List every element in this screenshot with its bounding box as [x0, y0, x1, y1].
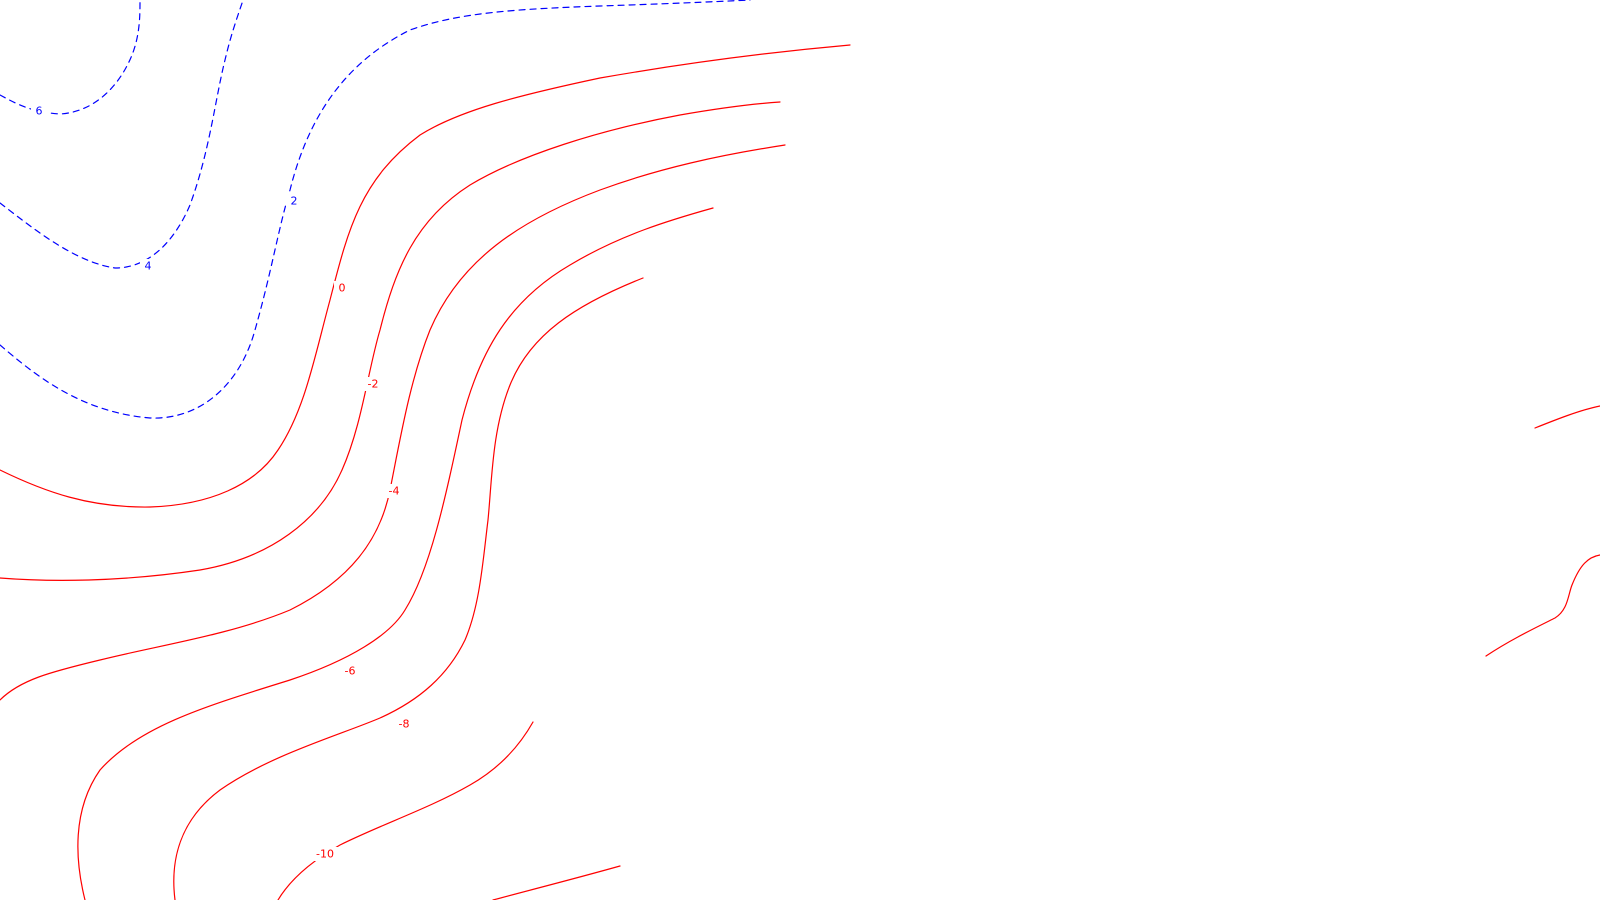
svg-text:-4: -4 [389, 485, 400, 498]
contour-line-minus-10 [277, 721, 534, 900]
contour-line-minus-2 [0, 101, 781, 581]
contour-line-minus-12 [492, 865, 621, 900]
contour-label-minus-4: -4 [383, 484, 405, 498]
contour-line-2 [0, 0, 751, 419]
contour-line-minus-8 [173, 277, 644, 900]
contour-line-6 [0, 0, 141, 115]
contour-label-minus-2: -2 [362, 377, 384, 391]
contour-label-4: 4 [140, 259, 156, 273]
svg-text:2: 2 [291, 195, 298, 208]
contour-label-6: 6 [31, 104, 47, 118]
contour-label-minus-6: -6 [339, 664, 361, 678]
contour-label-minus-10: -10 [311, 847, 339, 861]
contour-line-east-lower [1485, 554, 1600, 657]
svg-text:-6: -6 [345, 665, 356, 678]
contour-line-4 [0, 0, 244, 269]
contour-line-east-upper [1534, 405, 1600, 429]
svg-text:0: 0 [339, 282, 346, 295]
contour-label-2: 2 [286, 194, 302, 208]
contour-line-minus-6 [77, 207, 714, 900]
contour-label-0: 0 [334, 281, 350, 295]
svg-text:-10: -10 [316, 848, 334, 861]
contour-line-minus-4 [0, 144, 786, 701]
svg-text:-2: -2 [368, 378, 379, 391]
contour-label-minus-8: -8 [393, 717, 415, 731]
svg-text:4: 4 [145, 260, 152, 273]
svg-text:6: 6 [36, 105, 43, 118]
svg-text:-8: -8 [399, 718, 410, 731]
contour-line-0 [0, 44, 851, 508]
